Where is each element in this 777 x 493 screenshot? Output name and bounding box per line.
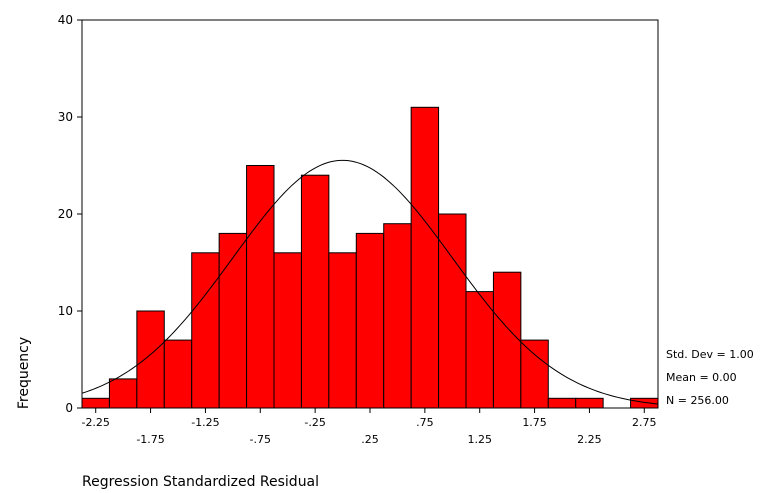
y-tick-label: 0 <box>65 401 73 415</box>
x-axis-label: Regression Standardized Residual <box>82 474 319 490</box>
histogram-bar <box>438 213 467 409</box>
x-tick-label: -2.25 <box>81 416 109 429</box>
stat-n: N = 256.00 <box>666 394 729 407</box>
stat-std-dev: Std. Dev = 1.00 <box>666 348 754 361</box>
histogram-bar <box>355 232 385 409</box>
histogram-bar <box>465 291 494 409</box>
y-tick-label: 30 <box>58 110 73 124</box>
histogram-bar <box>520 339 549 409</box>
histogram-bar <box>383 223 412 409</box>
histogram-bar <box>136 310 165 409</box>
histogram-bar <box>575 397 604 409</box>
x-tick-label: -.75 <box>250 433 271 446</box>
y-tick-label: 20 <box>58 207 73 221</box>
histogram-bar <box>163 339 193 409</box>
x-tick-label: .25 <box>361 433 379 446</box>
histogram-bar <box>300 174 330 409</box>
x-tick-label: -1.75 <box>136 433 164 446</box>
histogram-bar <box>492 271 522 409</box>
normal-curve <box>81 159 659 405</box>
x-tick-label: -1.25 <box>191 416 219 429</box>
histogram-bar <box>108 378 138 409</box>
histogram-bar <box>273 252 302 409</box>
y-tick-label: 10 <box>58 304 73 318</box>
histogram-bar <box>246 165 275 409</box>
histogram-bar <box>191 252 220 409</box>
x-axis: -2.25 -1.25 -.25 .75 1.75 2.75 -1.75 -.75 .25 1.2… <box>81 408 657 446</box>
histogram-bar <box>547 397 577 409</box>
stat-mean: Mean = 0.00 <box>666 371 737 384</box>
histogram-bar <box>328 252 357 409</box>
y-tick-label: 40 <box>58 13 73 27</box>
x-tick-label: 1.25 <box>467 433 492 446</box>
y-axis-label: Frequency <box>16 337 32 409</box>
histogram-bar <box>218 232 248 409</box>
x-tick-label: 1.75 <box>522 416 547 429</box>
bars-group <box>81 106 659 409</box>
histogram-bar <box>410 106 440 409</box>
y-axis: 0 10 20 30 40 <box>58 13 82 415</box>
x-tick-label: .75 <box>416 416 434 429</box>
histogram-bar <box>81 397 110 409</box>
x-tick-label: 2.75 <box>632 416 657 429</box>
x-tick-label: 2.25 <box>577 433 602 446</box>
x-tick-label: -.25 <box>304 416 325 429</box>
